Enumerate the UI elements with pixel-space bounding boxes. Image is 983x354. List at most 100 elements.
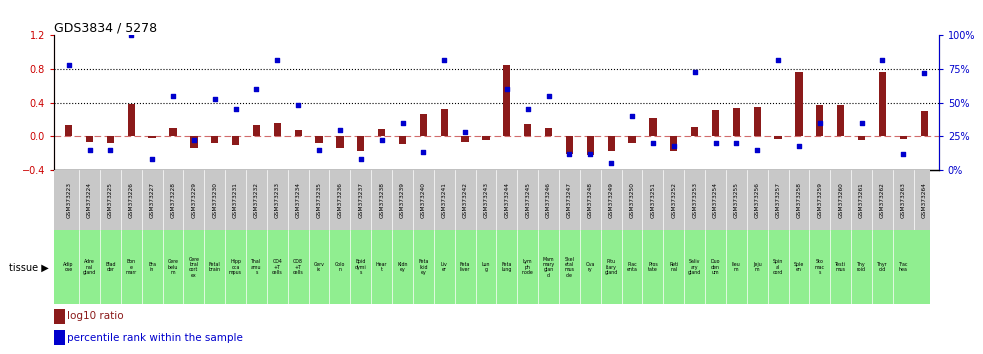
Bar	[483, 136, 490, 141]
Text: GSM373238: GSM373238	[379, 182, 384, 218]
Point	[374, 137, 389, 143]
Bar	[691, 127, 698, 136]
Text: GSM373248: GSM373248	[588, 182, 593, 218]
Point	[457, 130, 473, 135]
Bar	[232, 136, 239, 145]
Point	[102, 147, 118, 153]
Point	[645, 140, 661, 146]
Text: GSM373258: GSM373258	[796, 182, 801, 218]
Text: GSM373253: GSM373253	[692, 182, 697, 218]
Text: GSM373241: GSM373241	[441, 182, 446, 218]
Point	[604, 160, 619, 166]
Point	[499, 86, 515, 92]
Text: GSM373259: GSM373259	[817, 182, 823, 218]
Point	[353, 156, 369, 162]
Bar	[378, 129, 385, 136]
Text: GSM373236: GSM373236	[337, 182, 342, 218]
Text: GSM373262: GSM373262	[880, 182, 885, 218]
Bar	[607, 136, 614, 150]
Point	[228, 107, 244, 112]
Point	[791, 143, 807, 149]
Bar	[357, 136, 365, 150]
Text: CD8
+T
cells: CD8 +T cells	[293, 259, 304, 275]
Text: GSM373261: GSM373261	[859, 182, 864, 218]
Text: Sto
mac
s: Sto mac s	[815, 259, 825, 275]
Text: GSM373250: GSM373250	[629, 182, 635, 218]
Bar	[253, 125, 260, 136]
Point	[436, 57, 452, 62]
Point	[833, 12, 848, 18]
Text: Mam
mary
glan
d: Mam mary glan d	[543, 257, 554, 278]
Bar	[670, 136, 677, 152]
Bar	[712, 110, 720, 136]
Point	[687, 69, 703, 75]
Point	[124, 33, 140, 38]
Text: Plac
enta: Plac enta	[626, 262, 638, 273]
Text: Hear
t: Hear t	[376, 262, 387, 273]
Bar	[148, 136, 155, 138]
Text: GSM373240: GSM373240	[421, 182, 426, 218]
Text: Bon
e
marr: Bon e marr	[126, 259, 137, 275]
Text: Sple
en: Sple en	[794, 262, 804, 273]
Text: GSM373223: GSM373223	[66, 182, 71, 218]
Point	[145, 156, 160, 162]
Text: GSM373233: GSM373233	[275, 182, 280, 218]
Bar	[128, 104, 135, 136]
Bar	[316, 136, 322, 143]
Point	[728, 140, 744, 146]
Text: Blad
der: Blad der	[105, 262, 116, 273]
Point	[708, 140, 723, 146]
Text: Adre
nal
gland: Adre nal gland	[83, 259, 96, 275]
Text: CD4
+T
cells: CD4 +T cells	[272, 259, 283, 275]
Point	[269, 57, 285, 62]
Text: Colo
n: Colo n	[335, 262, 345, 273]
Point	[332, 127, 348, 132]
Bar	[566, 136, 573, 154]
Bar	[754, 107, 761, 136]
Text: GSM373243: GSM373243	[484, 182, 489, 218]
Bar	[899, 136, 907, 139]
Text: GSM373264: GSM373264	[922, 182, 927, 218]
Text: Testi
mus: Testi mus	[836, 262, 846, 273]
Bar	[65, 125, 73, 136]
Point	[875, 57, 891, 62]
Point	[749, 147, 765, 153]
Text: Skel
etal
mus
cle: Skel etal mus cle	[564, 257, 574, 278]
Text: GSM373249: GSM373249	[608, 182, 613, 218]
Text: GSM373244: GSM373244	[504, 182, 509, 218]
Bar	[628, 136, 636, 143]
Bar	[399, 136, 406, 144]
Text: Jeju
m: Jeju m	[753, 262, 762, 273]
Text: Pitu
itary
gland: Pitu itary gland	[605, 259, 617, 275]
Point	[82, 147, 97, 153]
Bar	[524, 124, 532, 136]
Text: GSM373252: GSM373252	[671, 182, 676, 218]
Text: GSM373234: GSM373234	[296, 182, 301, 218]
Text: GSM373225: GSM373225	[108, 182, 113, 218]
Point	[206, 96, 222, 102]
Bar	[816, 105, 824, 136]
Point	[520, 107, 536, 112]
Point	[416, 150, 432, 155]
Text: GSM373232: GSM373232	[254, 182, 259, 218]
Bar	[858, 136, 865, 141]
Text: tissue ▶: tissue ▶	[10, 262, 49, 272]
Text: GSM373239: GSM373239	[400, 182, 405, 218]
Text: GSM373263: GSM373263	[900, 182, 905, 218]
Text: Ileu
m: Ileu m	[732, 262, 741, 273]
Text: Cerv
ix: Cerv ix	[314, 262, 324, 273]
Point	[853, 120, 869, 126]
Text: GSM373227: GSM373227	[149, 182, 154, 218]
Text: Kidn
ey: Kidn ey	[397, 262, 408, 273]
Bar	[545, 128, 552, 136]
Point	[290, 103, 306, 108]
Bar	[211, 136, 218, 143]
Bar	[879, 72, 886, 136]
Text: GSM373251: GSM373251	[651, 182, 656, 218]
Text: Bra
in: Bra in	[148, 262, 156, 273]
Text: Ova
ry: Ova ry	[586, 262, 595, 273]
Bar	[732, 108, 740, 136]
Point	[249, 86, 264, 92]
Text: percentile rank within the sample: percentile rank within the sample	[67, 332, 243, 343]
Bar	[295, 130, 302, 136]
